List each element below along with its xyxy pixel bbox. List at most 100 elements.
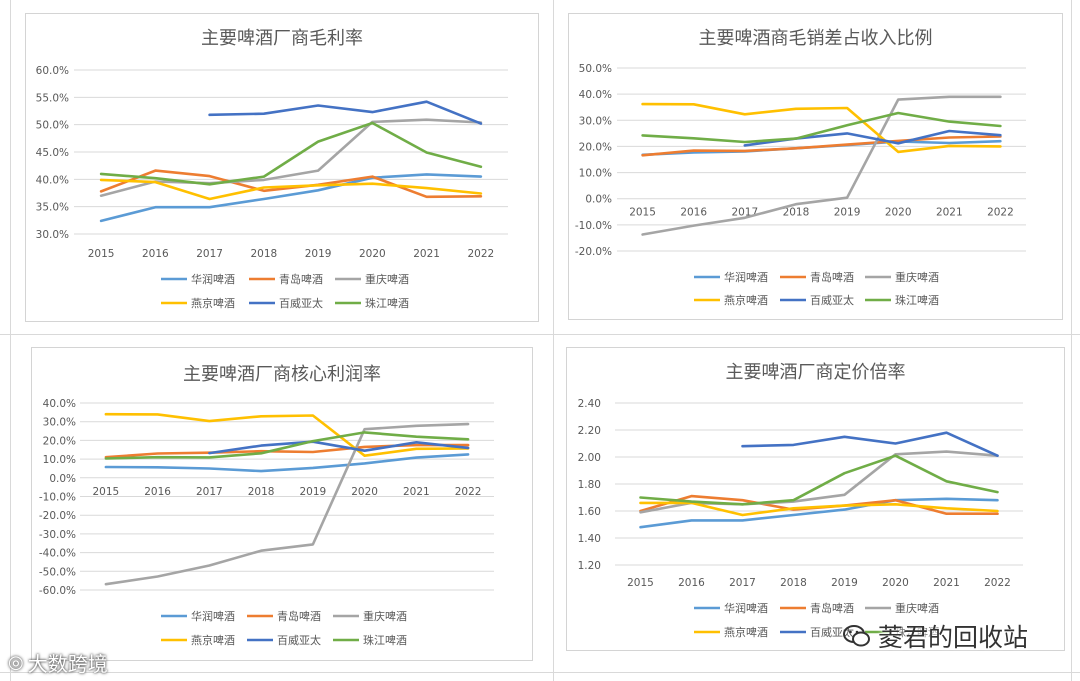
y-tick-label: 45.0% [36, 147, 69, 159]
x-tick-label: 2017 [196, 486, 223, 498]
y-tick-label: -20.0% [575, 246, 612, 258]
x-tick-label: 2016 [144, 486, 171, 498]
x-tick-label: 2017 [196, 248, 223, 260]
series-line-e58d8ee6b6a6e595a4e98592 [641, 139, 1002, 157]
legend-label: 燕京啤酒 [191, 633, 235, 647]
chart-svg: 主要啤酒厂商毛利率 60.0% 55.0% 50.0% 45.0% 40.0% 35.0% 3… [36, 28, 508, 310]
legend-label: 华润啤酒 [724, 270, 768, 284]
x-tick-label: 2020 [885, 207, 912, 219]
y-tick-label: 30.0% [579, 115, 612, 127]
legend-label: 珠江啤酒 [895, 293, 939, 307]
series-line-e799bee5a881e4ba9ae5a4aa [208, 100, 483, 125]
y-tick-label: 1.20 [578, 560, 601, 572]
y-tick-label: 2.00 [578, 452, 601, 464]
series-line-e78fa0e6b19fe595a4e98592 [99, 121, 483, 186]
y-tick-label: 1.60 [578, 506, 601, 518]
legend-label: 青岛啤酒 [810, 601, 854, 615]
y-tick-label: -20.0% [39, 510, 76, 522]
x-tick-label: 2022 [987, 207, 1014, 219]
y-tick-label: 50.0% [579, 63, 612, 75]
series-line-e58d8ee6b6a6e595a4e98592 [99, 173, 483, 223]
legend-label: 华润啤酒 [191, 272, 235, 286]
y-tick-label: 1.80 [578, 479, 601, 491]
x-tick-label: 2015 [629, 207, 656, 219]
watermark-left-text: 大数跨境 [27, 652, 108, 676]
series-line-e78795e4baace595a4e98592 [99, 178, 483, 201]
series-line-e9878de5ba86e595a4e98592 [99, 118, 483, 197]
x-tick-label: 2015 [88, 248, 115, 260]
series-line-e58d8ee6b6a6e595a4e98592 [639, 497, 999, 529]
series-line-e58d8ee6b6a6e595a4e98592 [104, 453, 470, 473]
y-tick-label: -40.0% [39, 548, 76, 560]
x-tick-label: 2016 [678, 577, 705, 589]
y-tick-label: 55.0% [36, 92, 69, 104]
legend-label: 燕京啤酒 [191, 296, 235, 310]
legend-label: 珠江啤酒 [895, 625, 939, 639]
series-line-e78fa0e6b19fe595a4e98592 [104, 431, 470, 460]
series-line-e799bee5a881e4ba9ae5a4aa [741, 431, 999, 457]
x-tick-label: 2021 [933, 577, 960, 589]
y-tick-label: 10.0% [579, 168, 612, 180]
x-tick-label: 2020 [359, 248, 386, 260]
legend-label: 青岛啤酒 [810, 270, 854, 284]
x-tick-label: 2017 [729, 577, 756, 589]
watermark-right-text: 菱君的回收站 [878, 623, 1029, 652]
legend-label: 百威亚太 [277, 634, 321, 647]
frame-line-left [10, 0, 11, 681]
chart-title: 主要啤酒厂商毛利率 [201, 28, 363, 49]
frame-line-right [1071, 0, 1072, 681]
y-tick-label: 20.0% [43, 435, 76, 447]
x-tick-label: 2015 [93, 486, 120, 498]
camera-icon: ◎ [8, 652, 24, 673]
y-tick-label: 35.0% [36, 202, 69, 214]
series-line-e9878de5ba86e595a4e98592 [641, 95, 1002, 236]
frame-line-row [0, 334, 1080, 335]
x-tick-label: 2022 [984, 577, 1011, 589]
y-tick-label: -10.0% [575, 220, 612, 232]
y-tick-label: 50.0% [36, 120, 69, 132]
y-tick-label: -10.0% [39, 492, 76, 504]
x-tick-label: 2016 [142, 248, 169, 260]
y-tick-label: 0.0% [585, 194, 612, 206]
x-tick-label: 2022 [468, 248, 495, 260]
y-tick-label: 10.0% [43, 454, 76, 466]
legend-label: 百威亚太 [810, 294, 854, 307]
x-tick-label: 2019 [300, 486, 327, 498]
legend-label: 重庆啤酒 [363, 609, 407, 623]
x-tick-label: 2021 [403, 486, 430, 498]
x-tick-label: 2022 [455, 486, 482, 498]
legend-label: 重庆啤酒 [895, 270, 939, 284]
legend-label: 百威亚太 [279, 297, 323, 310]
x-tick-label: 2019 [831, 577, 858, 589]
y-tick-label: 60.0% [36, 65, 69, 77]
legend-label: 青岛啤酒 [277, 609, 321, 623]
wechat-icon [842, 623, 872, 649]
x-tick-label: 2018 [251, 248, 278, 260]
chart-title: 主要啤酒商毛销差占收入比例 [699, 28, 933, 49]
y-tick-label: 1.40 [578, 533, 601, 545]
chart-pricing-multiple: 主要啤酒厂商定价倍率 2.40 2.20 2.00 1.80 1.60 1.40 1.20 20… [566, 347, 1065, 651]
x-tick-label: 2018 [783, 207, 810, 219]
series-line-e78fa0e6b19fe595a4e98592 [639, 454, 999, 506]
chart-title: 主要啤酒厂商定价倍率 [726, 362, 906, 383]
watermark-left: ◎ 大数跨境 [8, 648, 108, 677]
legend-label: 珠江啤酒 [363, 633, 407, 647]
y-tick-label: -50.0% [39, 566, 76, 578]
series-line-e99d92e5b29be595a4e98592 [641, 135, 1002, 157]
y-tick-label: 2.40 [578, 398, 601, 410]
series-line-e78795e4baace595a4e98592 [104, 412, 470, 457]
y-tick-label: 30.0% [43, 417, 76, 429]
x-tick-label: 2020 [351, 486, 378, 498]
chart-title: 主要啤酒厂商核心利润率 [183, 364, 381, 385]
legend-label: 百威亚太 [810, 626, 854, 639]
y-tick-label: 40.0% [579, 89, 612, 101]
x-tick-label: 2021 [413, 248, 440, 260]
x-tick-label: 2021 [936, 207, 963, 219]
chart-gross-margin: 主要啤酒厂商毛利率 60.0% 55.0% 50.0% 45.0% 40.0% 35.0% 3… [25, 13, 539, 322]
legend-label: 青岛啤酒 [279, 272, 323, 286]
x-tick-label: 2015 [627, 577, 654, 589]
chart-svg: 主要啤酒厂商定价倍率 2.40 2.20 2.00 1.80 1.60 1.40 1.20 20… [578, 362, 1023, 639]
y-tick-label: 40.0% [36, 174, 69, 186]
y-tick-label: 2.20 [578, 425, 601, 437]
frame-line-middle [553, 0, 554, 681]
